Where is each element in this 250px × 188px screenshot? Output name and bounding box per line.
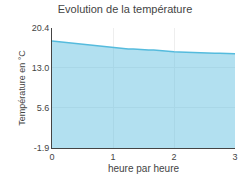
svg-text:-1.9: -1.9 [34,143,50,153]
svg-text:Evolution de la température: Evolution de la température [58,3,193,15]
svg-text:heure par heure: heure par heure [108,163,180,174]
svg-text:3: 3 [232,152,237,162]
svg-text:13.0: 13.0 [32,63,50,73]
svg-text:5.6: 5.6 [37,103,50,113]
svg-text:0: 0 [49,152,54,162]
svg-text:20.4: 20.4 [32,23,50,33]
svg-text:2: 2 [171,152,176,162]
svg-text:Température en °C: Température en °C [17,50,27,126]
svg-text:1: 1 [110,152,115,162]
